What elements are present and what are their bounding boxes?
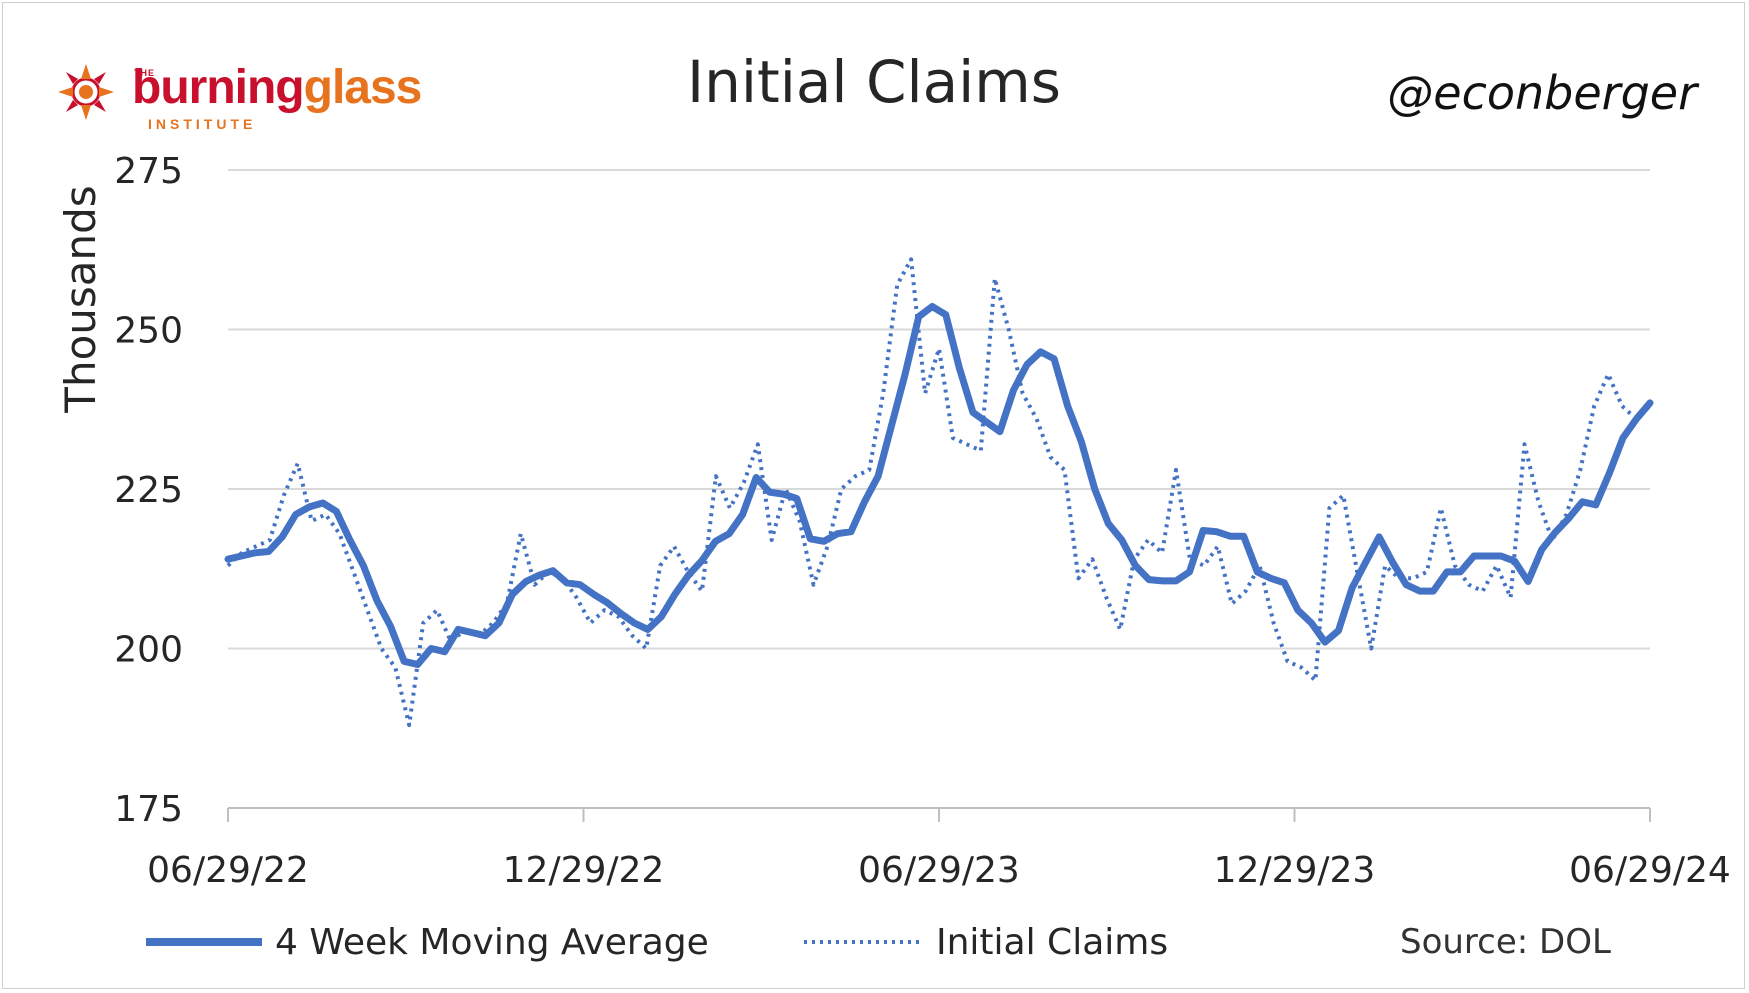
author-handle: @econberger	[1387, 66, 1697, 120]
y-tick-label: 225	[114, 470, 183, 511]
sun-logo-icon	[58, 64, 114, 120]
logo-word-burning: burning	[132, 61, 305, 114]
logo-word-glass: glass	[303, 61, 423, 114]
x-tick-label: 06/29/24	[1569, 850, 1731, 891]
logo-the-text: THE	[134, 68, 155, 78]
y-axis-label: Thousands	[56, 185, 105, 413]
y-tick-label: 250	[114, 311, 183, 352]
y-tick-label: 275	[114, 151, 183, 192]
x-tick-label: 12/29/22	[503, 850, 665, 891]
burning-glass-logo: THE burningglass INSTITUTE	[58, 61, 423, 134]
x-tick-label: 06/29/22	[147, 850, 309, 891]
chart-title: Initial Claims	[687, 48, 1061, 116]
y-tick-label: 175	[114, 789, 183, 830]
source-note: Source: DOL	[1400, 922, 1611, 962]
logo-wordmark: burningglass	[132, 61, 423, 114]
legend-initial-claims-label: Initial Claims	[936, 922, 1168, 963]
logo-institute-text: INSTITUTE	[148, 116, 257, 132]
series-line-initial-claims	[226, 257, 1652, 728]
y-tick-label: 200	[114, 630, 183, 671]
legend-moving-average-label: 4 Week Moving Average	[275, 922, 709, 963]
x-tick-label: 12/29/23	[1214, 850, 1376, 891]
x-tick-label: 06/29/23	[858, 850, 1020, 891]
